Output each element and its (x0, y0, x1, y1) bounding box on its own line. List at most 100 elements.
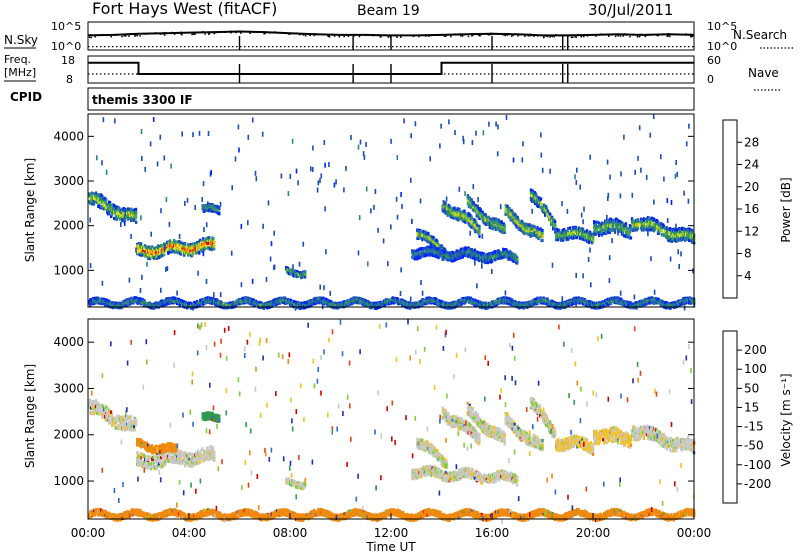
power-cell (688, 238, 691, 242)
freq-ytick-bottom-left: 8 (66, 73, 73, 86)
power-cell (483, 220, 486, 224)
power-cell (624, 222, 628, 226)
nsky-point (559, 34, 561, 37)
nsky-point (253, 31, 255, 33)
power-cell (584, 230, 587, 234)
power-cell (435, 238, 438, 242)
power-cell (554, 220, 557, 224)
power-cell (525, 229, 528, 233)
power-cell (133, 218, 136, 222)
power-cell (683, 227, 686, 231)
frequency-panel: 18 8 60 0 (61, 54, 721, 86)
power-cell (128, 207, 131, 211)
nsky-point (134, 35, 136, 37)
power-cell (500, 220, 503, 224)
power-cell (418, 232, 421, 236)
power-cell (493, 224, 496, 228)
power-cell (91, 302, 94, 306)
power-cell (180, 241, 183, 245)
power-cell (663, 229, 667, 233)
power-cell (432, 248, 435, 252)
power-cell (567, 237, 570, 241)
nsky-point (288, 32, 291, 34)
power-cell (163, 253, 166, 257)
nsky-point (371, 34, 374, 36)
power-cell (671, 239, 674, 243)
nsky-point (134, 34, 137, 37)
beam-title: Beam 19 (357, 3, 420, 19)
power-cell (480, 212, 483, 216)
nsky-point (123, 35, 125, 37)
power-cell (478, 224, 481, 228)
nsky-point (180, 31, 182, 34)
nsky-point (115, 34, 117, 36)
power-cell (194, 248, 197, 252)
power-cell (118, 206, 121, 211)
power-cell (473, 226, 476, 230)
power-cell (436, 240, 439, 244)
power-cell (604, 223, 607, 227)
nsky-point (314, 33, 317, 35)
nsky-point (595, 35, 597, 37)
date-title: 30/Jul/2011 (588, 1, 673, 19)
power-cell (135, 207, 138, 211)
power-cell (491, 227, 494, 231)
power-cell (304, 272, 307, 276)
power-cell (114, 217, 117, 221)
power-cell (202, 244, 205, 248)
nsky-point (580, 35, 583, 38)
power-cell (595, 232, 598, 236)
nsky-point (691, 35, 694, 38)
power-cell (461, 255, 464, 259)
power-cell (598, 221, 601, 225)
nsky-point (328, 34, 330, 37)
power-cell (170, 244, 173, 249)
power-cell (128, 216, 131, 220)
power-cell (421, 238, 424, 242)
power-cell (432, 236, 435, 240)
power-cell (144, 247, 147, 251)
power-cell (112, 301, 115, 305)
power-cell (507, 250, 510, 254)
power-cell (108, 210, 111, 214)
nsky-point (479, 34, 482, 36)
nsky-point (689, 33, 692, 35)
power-cell (445, 250, 448, 255)
nsky-point (358, 35, 361, 38)
nsky-point (88, 36, 91, 38)
power-cell (555, 232, 558, 236)
nsky-label: N.Sky (4, 33, 38, 47)
power-cell (204, 246, 207, 250)
power-cell (478, 231, 481, 235)
power-cell (607, 218, 610, 222)
power-cell (202, 237, 205, 241)
power-cell (518, 221, 521, 225)
power-cell (621, 228, 625, 232)
power-cell (154, 248, 157, 252)
nsky-point (298, 33, 301, 36)
power-cell (130, 207, 133, 211)
nsky-point (667, 35, 670, 37)
power-cell (558, 228, 561, 232)
power-cell (135, 210, 138, 214)
power-cell (159, 247, 162, 251)
power-cell (114, 211, 117, 215)
power-cell (557, 238, 560, 242)
power-cell (468, 196, 471, 200)
nsky-point (491, 33, 493, 35)
nsky-point (127, 33, 130, 36)
nsky-point (517, 33, 519, 36)
power-cell (112, 306, 115, 310)
nsky-point (629, 35, 631, 38)
power-cell (210, 242, 213, 246)
power-cell (504, 212, 507, 216)
nsky-point (472, 33, 475, 36)
nsky-point (512, 33, 515, 36)
nsky-point (100, 34, 103, 36)
nsky-point (513, 33, 516, 36)
power-cell (479, 208, 482, 212)
power-cell (91, 202, 94, 206)
nsky-point (549, 36, 551, 38)
nsky-point (647, 34, 649, 36)
power-cell (95, 191, 98, 195)
